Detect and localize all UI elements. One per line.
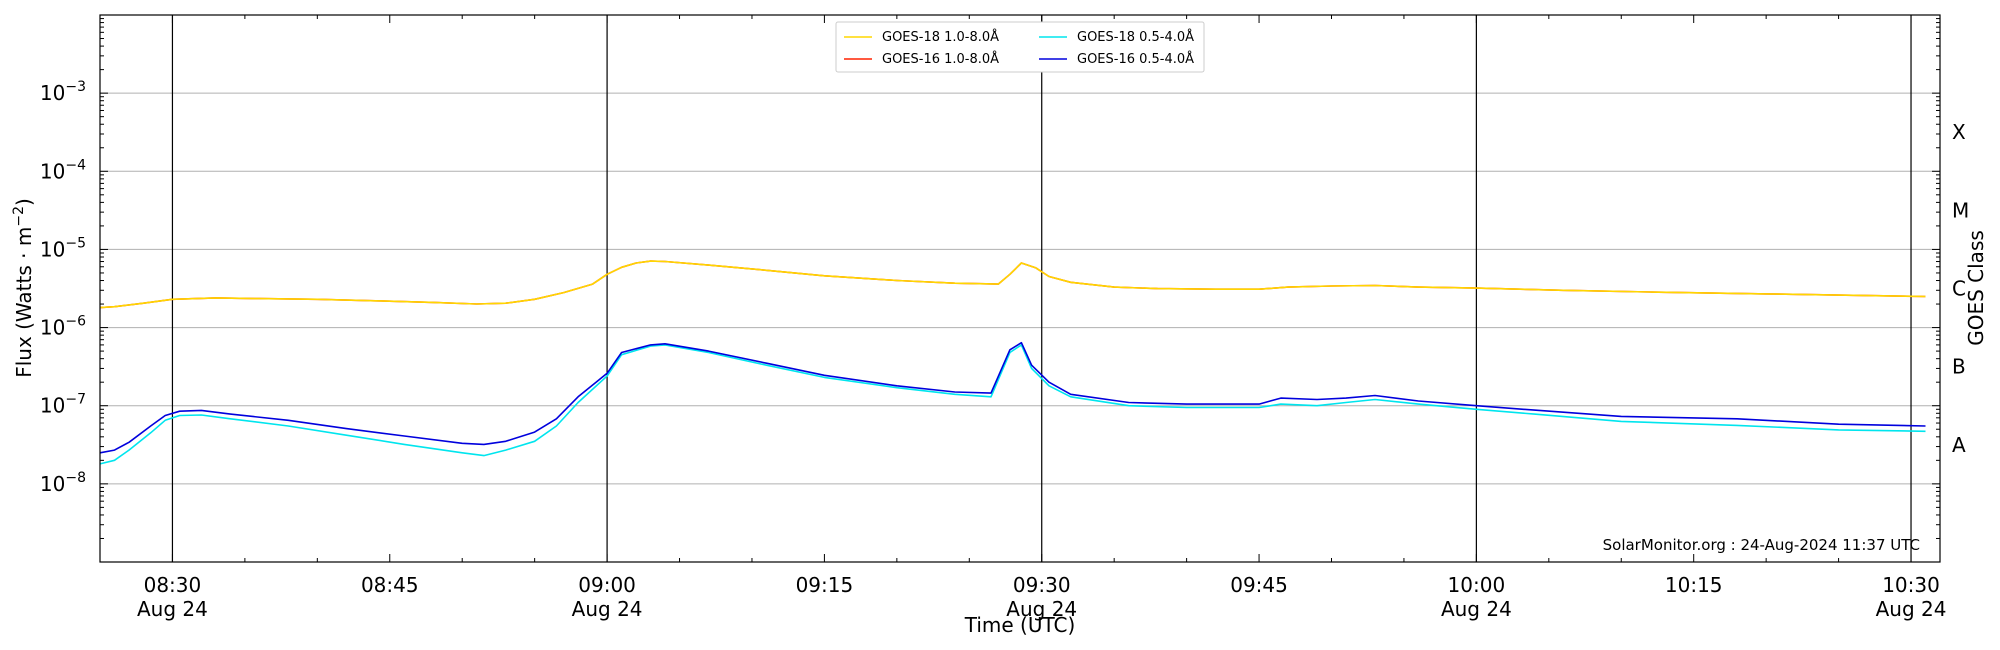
grid-lines xyxy=(100,92,1940,485)
goes-class-label: C xyxy=(1952,277,1966,301)
series-line xyxy=(99,260,1926,309)
legend-label-goes16-short: GOES-16 0.5-4.0Å xyxy=(1077,51,1194,67)
x-tick-label: 09:45 xyxy=(1230,573,1288,597)
series-line xyxy=(99,344,1926,465)
y-axis-title: Flux (Watts · m−2) xyxy=(11,198,36,378)
x-tick-date-label: Aug 24 xyxy=(1441,597,1512,621)
goes-class-labels: A B C M X xyxy=(1952,120,1969,457)
date-boundary-lines xyxy=(171,15,1912,562)
legend-label-goes18-short: GOES-18 0.5-4.0Å xyxy=(1077,29,1194,45)
x-tick-label: 08:45 xyxy=(361,573,419,597)
legend: GOES-18 1.0-8.0Å GOES-16 1.0-8.0Å GOES-1… xyxy=(835,21,1205,73)
x-tick-date-label: Aug 24 xyxy=(1006,597,1077,621)
y-tick-label: 10−7 xyxy=(40,392,86,418)
legend-box xyxy=(835,21,1205,73)
y-tick-label: 10−8 xyxy=(40,470,86,496)
y-tick-labels: 10−8 10−7 10−6 10−5 10−4 10−3 xyxy=(40,79,86,496)
goes-class-label: A xyxy=(1952,433,1966,457)
axis-ticks xyxy=(99,15,1940,562)
x-tick-date-label: Aug 24 xyxy=(1876,597,1947,621)
x-tick-label: 10:15 xyxy=(1665,573,1723,597)
x-tick-date-label: Aug 24 xyxy=(572,597,643,621)
goes-class-label: M xyxy=(1952,198,1969,222)
plot-background xyxy=(100,15,1940,562)
goes-class-axis-title: GOES Class xyxy=(1964,230,1988,346)
series-line xyxy=(99,341,1926,454)
y-tick-label: 10−6 xyxy=(40,314,86,340)
goes-class-label: X xyxy=(1952,120,1966,144)
x-tick-label: 09:00 xyxy=(578,573,636,597)
x-tick-date-label: Aug 24 xyxy=(137,597,208,621)
x-tick-label: 10:30 xyxy=(1882,573,1940,597)
legend-label-goes18-long: GOES-18 1.0-8.0Å xyxy=(882,29,999,45)
goes-class-label: B xyxy=(1952,355,1966,379)
y-tick-label: 10−5 xyxy=(40,235,86,261)
x-tick-label: 10:00 xyxy=(1448,573,1506,597)
x-tick-label: 08:30 xyxy=(144,573,202,597)
x-tick-label: 09:30 xyxy=(1013,573,1071,597)
x-tick-label: 09:15 xyxy=(796,573,854,597)
credit-text: SolarMonitor.org : 24-Aug-2024 11:37 UTC xyxy=(1603,536,1920,554)
series-lines xyxy=(99,260,1926,465)
y-tick-label: 10−4 xyxy=(40,157,86,183)
legend-label-goes16-long: GOES-16 1.0-8.0Å xyxy=(882,51,999,67)
y-tick-label: 10−3 xyxy=(40,79,86,105)
x-axis-title: Time (UTC) xyxy=(964,613,1076,637)
plot-frame xyxy=(99,14,1941,563)
